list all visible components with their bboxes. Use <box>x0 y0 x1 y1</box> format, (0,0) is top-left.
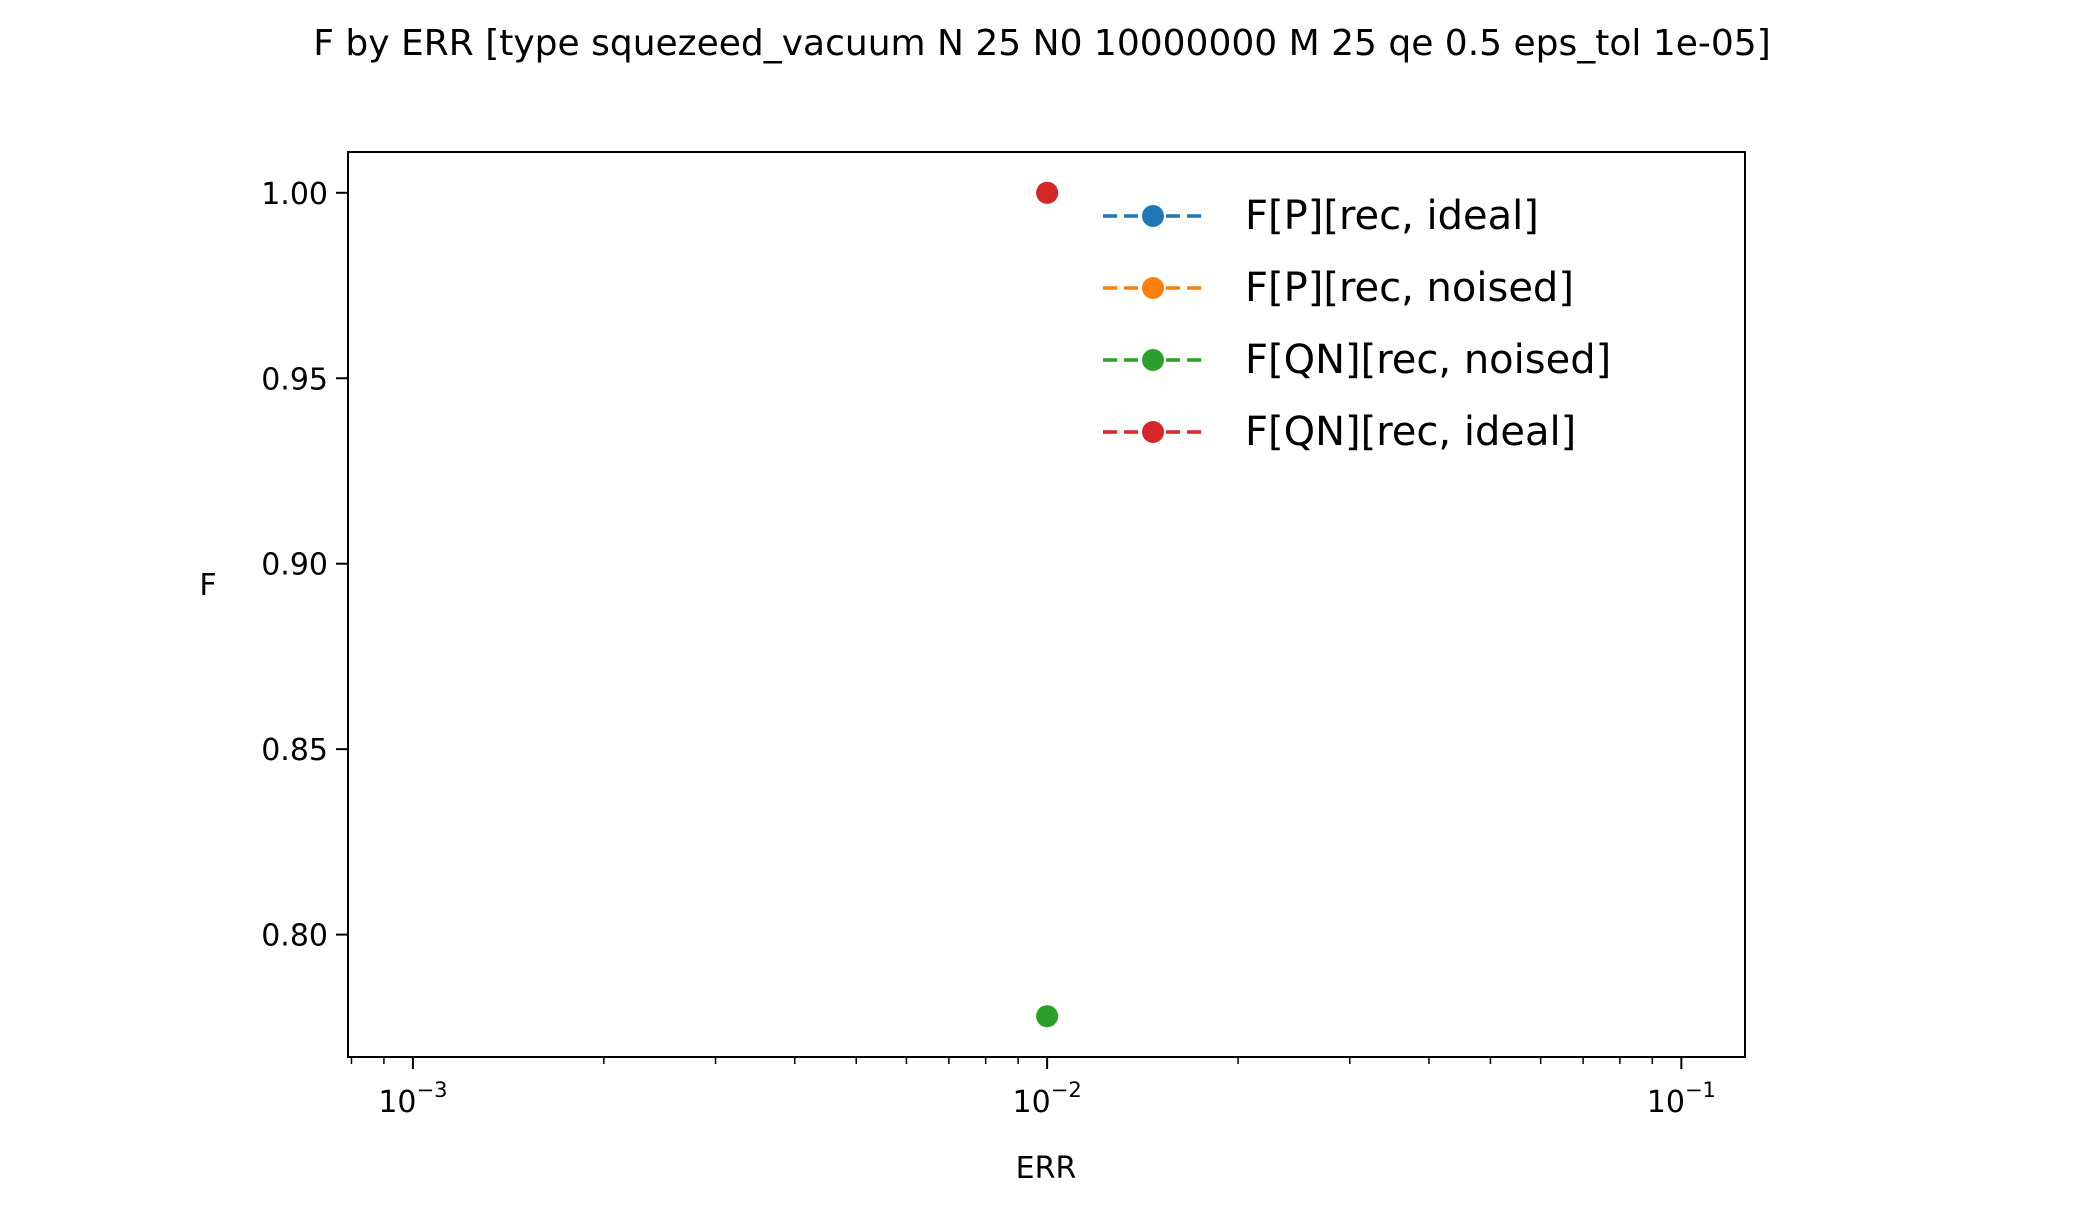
y-tick-label: 0.95 <box>261 362 328 397</box>
legend-marker-swatch <box>1142 421 1164 443</box>
y-axis-label: F <box>199 568 216 603</box>
chart-title: F by ERR [type squezeed_vacuum N 25 N0 1… <box>313 23 1771 64</box>
legend-label: F[P][rec, ideal] <box>1245 193 1539 239</box>
y-tick-label: 0.80 <box>261 919 328 954</box>
x-tick-base: 10 <box>1013 1085 1051 1120</box>
y-tick-label: 0.85 <box>261 733 328 768</box>
x-tick-exponent: −2 <box>1051 1078 1082 1102</box>
axes-frame <box>347 151 1746 1058</box>
legend-marker-swatch <box>1142 205 1164 227</box>
x-tick-label: 10−3 <box>378 1078 447 1120</box>
y-tick-label: 0.90 <box>261 548 328 583</box>
x-tick-exponent: −1 <box>1685 1078 1716 1102</box>
legend-label: F[QN][rec, ideal] <box>1245 409 1576 455</box>
legend-label: F[P][rec, noised] <box>1245 265 1574 311</box>
x-axis-minor-ticks <box>350 1057 1654 1064</box>
legend-marker-swatch <box>1142 277 1164 299</box>
legend-item: F[P][rec, noised] <box>1103 265 1574 311</box>
legend-label: F[QN][rec, noised] <box>1245 337 1611 383</box>
x-tick-base: 10 <box>378 1085 416 1120</box>
x-tick-label: 10−2 <box>1013 1078 1082 1120</box>
legend-item: F[P][rec, ideal] <box>1103 193 1539 239</box>
plot-area: 0.800.850.900.951.00 10−3 10−2 10−1 <box>261 151 1746 1120</box>
data-point <box>1036 181 1059 204</box>
x-tick-base: 10 <box>1647 1085 1685 1120</box>
legend: F[P][rec, ideal] F[P][rec, noised] F[QN][r… <box>1103 193 1611 455</box>
legend-marker-swatch <box>1142 349 1164 371</box>
series-layer <box>1036 181 1059 1028</box>
x-axis-ticks: 10−3 10−2 10−1 <box>378 1057 1716 1120</box>
legend-item: F[QN][rec, ideal] <box>1103 409 1576 455</box>
x-tick-label: 10−1 <box>1647 1078 1716 1120</box>
y-tick-label: 1.00 <box>261 177 328 212</box>
data-point <box>1036 1005 1059 1028</box>
y-axis-ticks: 0.80 0.85 0.90 0.95 1.00 <box>261 177 348 954</box>
legend-item: F[QN][rec, noised] <box>1103 337 1611 383</box>
x-tick-exponent: −3 <box>417 1078 448 1102</box>
x-axis-label: ERR <box>1016 1151 1077 1186</box>
